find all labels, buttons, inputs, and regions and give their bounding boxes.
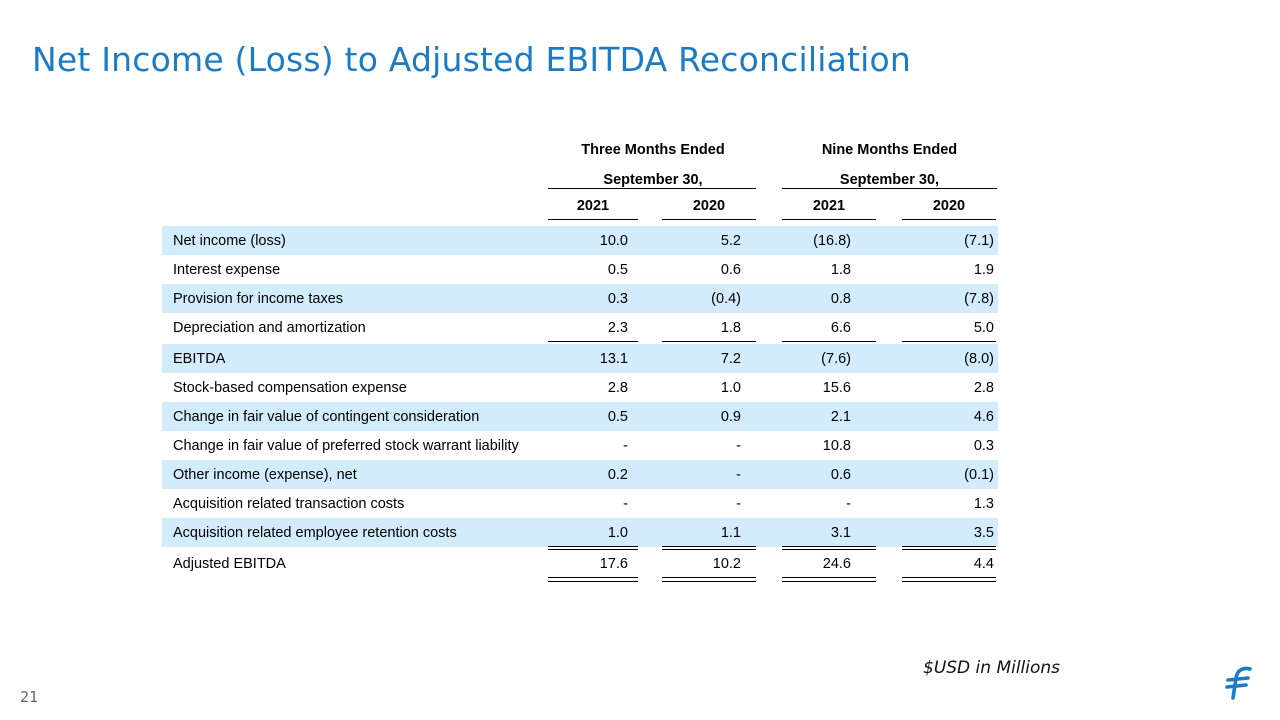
row-value: 4.4: [973, 556, 994, 572]
row-value: 3.1: [830, 525, 851, 541]
row-value: (7.8): [964, 291, 994, 307]
row-value: -: [623, 438, 628, 454]
row-label: Depreciation and amortization: [173, 320, 366, 336]
row-value: (7.1): [964, 233, 994, 249]
row-value: (8.0): [964, 351, 994, 367]
row-value: 1.8: [830, 262, 851, 278]
currency-footnote: $USD in Millions: [923, 658, 1061, 678]
row-value: (0.1): [964, 467, 994, 483]
row-label: Provision for income taxes: [173, 291, 344, 307]
row-value: 2.8: [973, 380, 994, 396]
row-value: 0.5: [607, 262, 628, 278]
row-value: -: [736, 496, 741, 512]
year-header: 2021: [812, 198, 846, 214]
row-value: 0.3: [973, 438, 994, 454]
row-label: Acquisition related employee retention c…: [173, 525, 457, 541]
row-value: -: [736, 438, 741, 454]
page-title: Net Income (Loss) to Adjusted EBITDA Rec…: [32, 40, 912, 79]
row-value: 5.0: [973, 320, 994, 336]
row-value: 2.8: [607, 380, 628, 396]
row-value: 1.0: [720, 380, 741, 396]
year-header: 2020: [692, 198, 726, 214]
row-value: 1.3: [973, 496, 994, 512]
header-nine-months: Nine Months Ended: [821, 142, 958, 158]
row-value: 3.5: [973, 525, 994, 541]
table-row: Acquisition related employee retention c…: [162, 518, 998, 547]
row-value: 6.6: [830, 320, 851, 336]
row-value: 4.6: [973, 409, 994, 425]
fivestar-f-logo-icon: [1225, 666, 1252, 700]
row-label: Change in fair value of contingent consi…: [173, 409, 480, 425]
row-label: Adjusted EBITDA: [173, 556, 286, 572]
row-label: Other income (expense), net: [173, 467, 357, 483]
header-row-years: 2021 2020 2021 2020: [162, 196, 998, 220]
row-label: Interest expense: [173, 262, 281, 278]
row-value: -: [846, 496, 851, 512]
row-value: (0.4): [711, 291, 741, 307]
row-value: 1.9: [973, 262, 994, 278]
row-value: 2.3: [607, 320, 628, 336]
year-header: 2020: [932, 198, 966, 214]
row-value: 1.1: [720, 525, 741, 541]
row-value: 10.8: [822, 438, 851, 454]
row-value: 0.6: [830, 467, 851, 483]
row-value: 7.2: [720, 351, 741, 367]
table-row: Adjusted EBITDA 17.6 10.2 24.6 4.4: [162, 549, 998, 582]
row-value: 2.1: [830, 409, 851, 425]
row-value: 1.0: [607, 525, 628, 541]
row-value: 0.9: [720, 409, 741, 425]
table-row: Acquisition related transaction costs - - -…: [162, 489, 998, 518]
table-body: Net income (loss) 10.0 5.2 (16.8) (7.1) Inter…: [162, 226, 998, 582]
page-number: 21: [20, 688, 39, 706]
header-row-date: September 30, September 30,: [162, 166, 998, 196]
table-row: Stock-based compensation expense 2.8 1.0 15…: [162, 373, 998, 402]
row-value: 1.8: [720, 320, 741, 336]
table-row: Change in fair value of contingent consi…: [162, 402, 998, 431]
header-date-nine: September 30,: [839, 172, 940, 188]
header-three-months: Three Months Ended: [581, 142, 725, 158]
row-value: 24.6: [822, 556, 851, 572]
row-value: -: [736, 467, 741, 483]
row-value: (16.8): [813, 233, 851, 249]
table-row: Provision for income taxes 0.3 (0.4) 0.8 (7.…: [162, 284, 998, 313]
table-row: EBITDA 13.1 7.2 (7.6) (8.0): [162, 344, 998, 373]
table-row: Interest expense 0.5 0.6 1.8 1.9: [162, 255, 998, 284]
row-value: -: [623, 496, 628, 512]
row-value: 0.2: [607, 467, 628, 483]
row-value: 15.6: [822, 380, 851, 396]
year-header: 2021: [576, 198, 610, 214]
row-label: Acquisition related transaction costs: [173, 496, 405, 512]
table-row: Depreciation and amortization 2.3 1.8 6.6 5.…: [162, 313, 998, 342]
row-value: 0.3: [607, 291, 628, 307]
row-value: 13.1: [599, 351, 628, 367]
table-row: Other income (expense), net 0.2 - 0.6 (0.1): [162, 460, 998, 489]
table-row: Net income (loss) 10.0 5.2 (16.8) (7.1): [162, 226, 998, 255]
row-value: 10.0: [599, 233, 628, 249]
row-label: Net income (loss): [173, 233, 286, 249]
header-row-period: Three Months Ended Nine Months Ended: [162, 136, 998, 166]
row-label: EBITDA: [173, 351, 226, 367]
row-value: 10.2: [712, 556, 741, 572]
row-label: Change in fair value of preferred stock …: [173, 438, 519, 454]
table-row: Change in fair value of preferred stock …: [162, 431, 998, 460]
reconciliation-table: Three Months Ended Nine Months Ended Sep…: [162, 136, 998, 582]
header-date-three: September 30,: [603, 172, 703, 188]
row-value: 0.5: [607, 409, 628, 425]
row-value: 5.2: [720, 233, 741, 249]
row-label: Stock-based compensation expense: [173, 380, 407, 396]
row-value: 17.6: [599, 556, 628, 572]
row-value: (7.6): [821, 351, 851, 367]
row-value: 0.8: [830, 291, 851, 307]
row-value: 0.6: [720, 262, 741, 278]
